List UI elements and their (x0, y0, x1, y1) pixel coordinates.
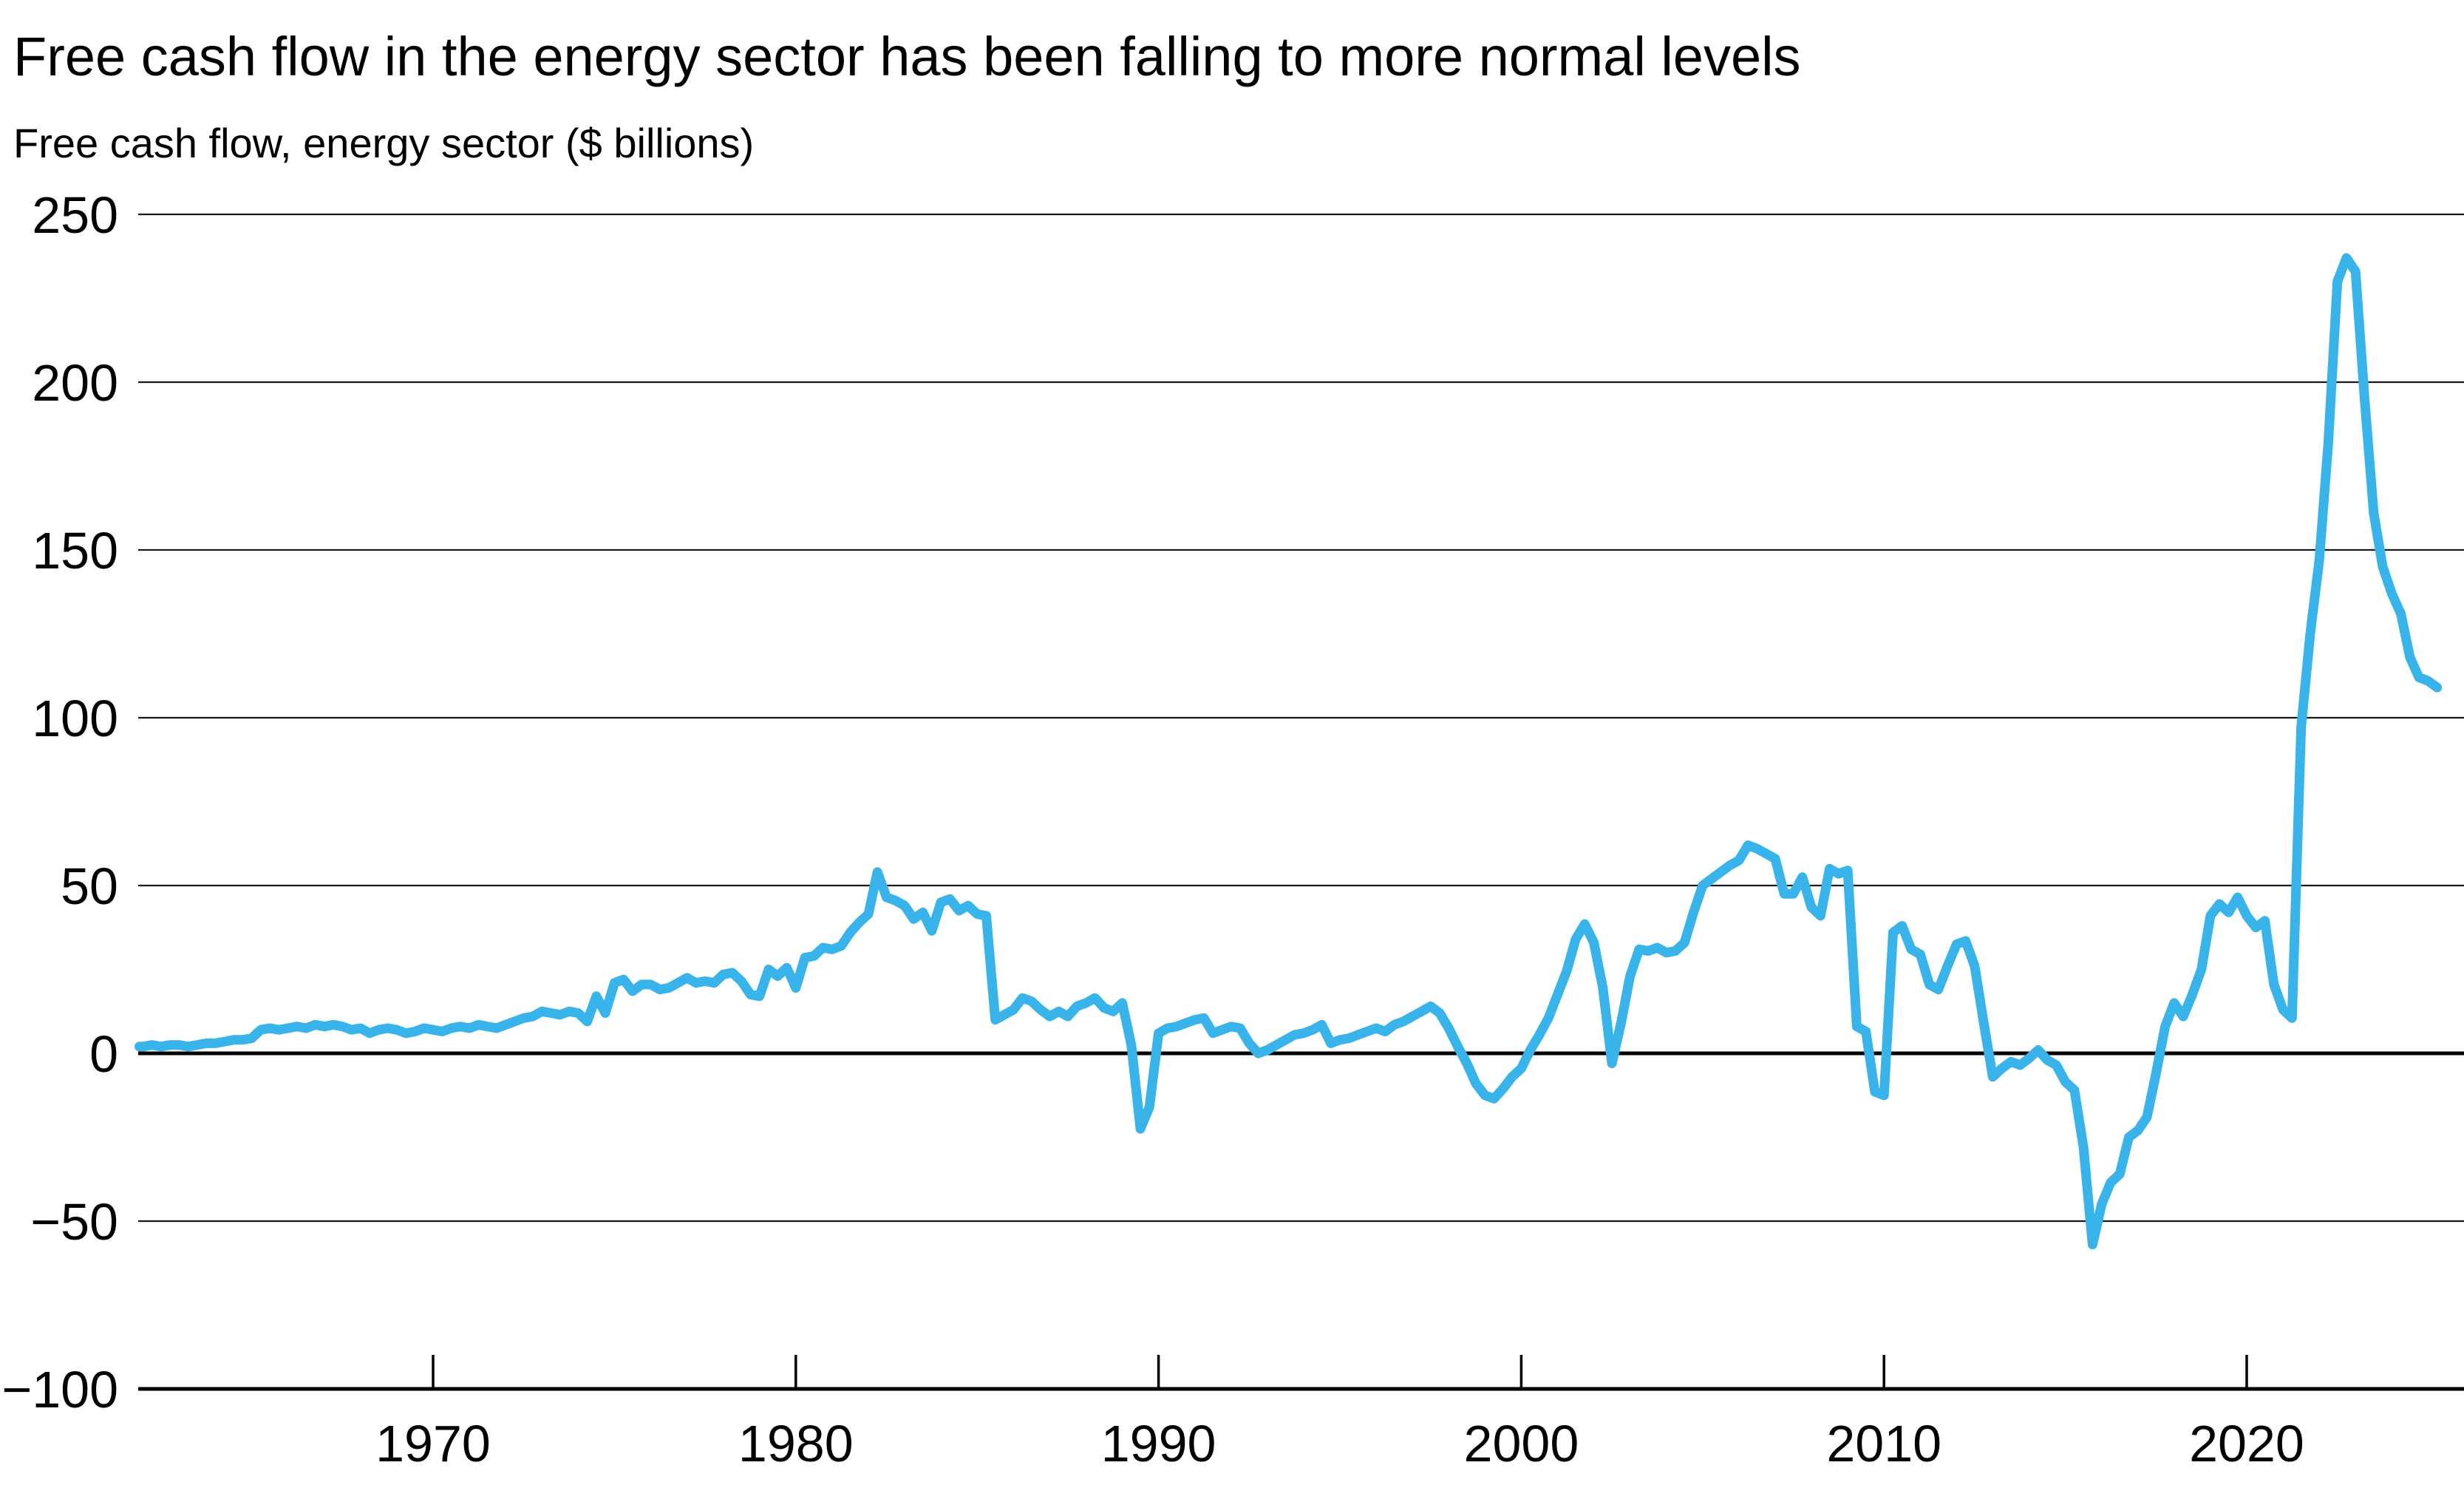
y-tick-label: −50 (30, 1193, 118, 1251)
x-tick-label: 2010 (1826, 1415, 1941, 1472)
y-tick-label: 150 (32, 522, 118, 580)
y-tick-label: 250 (32, 186, 118, 244)
x-tick-label: 1980 (738, 1415, 854, 1472)
chart-subtitle: Free cash flow, energy sector ($ billion… (13, 120, 755, 166)
y-tick-label: 0 (89, 1025, 118, 1083)
y-tick-label: 50 (61, 857, 118, 915)
chart-title: Free cash flow in the energy sector has … (13, 26, 1801, 87)
x-tick-label: 2000 (1464, 1415, 1579, 1472)
y-tick-label: 200 (32, 354, 118, 412)
x-tick-label: 2020 (2189, 1415, 2304, 1472)
x-tick-label: 1970 (375, 1415, 491, 1472)
x-tick-label: 1990 (1101, 1415, 1216, 1472)
y-tick-label: −100 (1, 1361, 118, 1418)
free-cash-flow-line (135, 253, 2443, 1250)
y-tick-label: 100 (32, 690, 118, 747)
